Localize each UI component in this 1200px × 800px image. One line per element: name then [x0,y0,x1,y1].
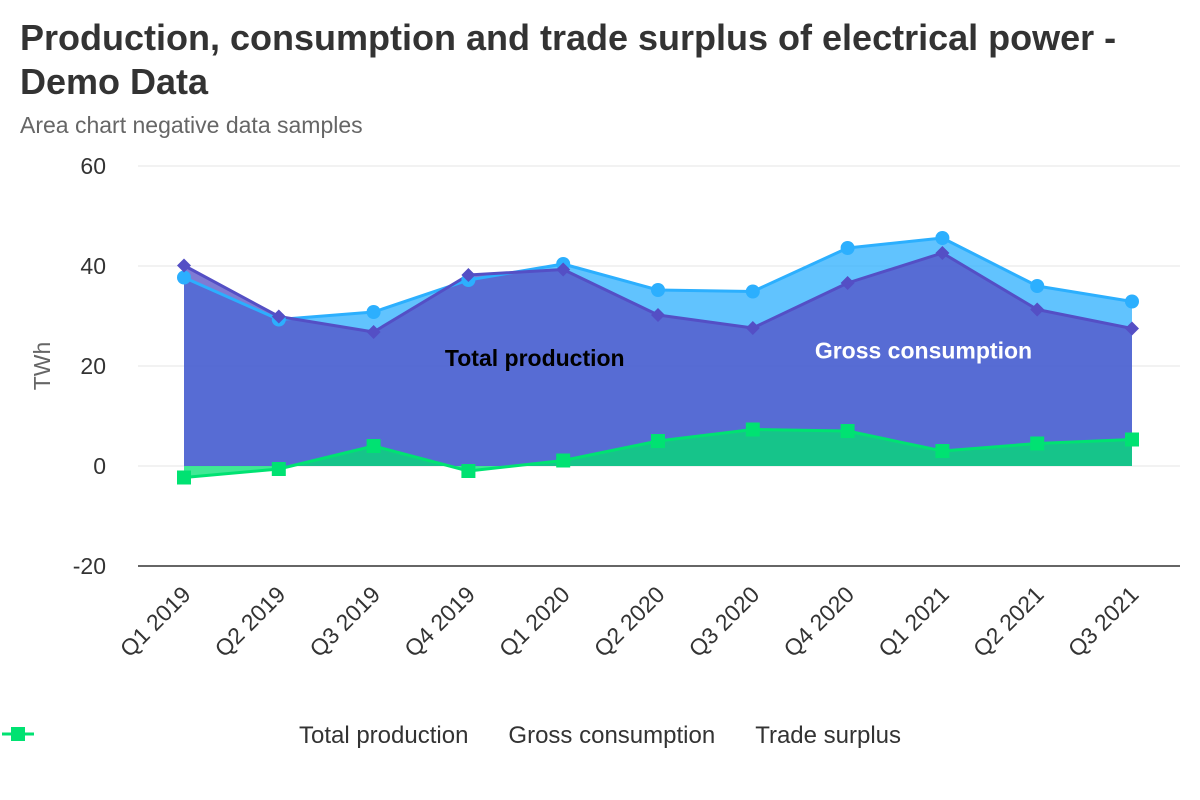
legend-swatch-2 [2,727,34,741]
data-point-2-10[interactable] [1125,432,1139,447]
data-point-0-6[interactable] [745,284,760,299]
data-point-0-5[interactable] [651,283,665,297]
data-point-1-4[interactable] [556,262,571,277]
data-point-0-0[interactable] [177,270,191,285]
data-point-1-7[interactable] [840,276,855,290]
annotation-layer: Total production Gross consumption [445,338,1032,372]
data-point-1-6[interactable] [745,321,760,335]
data-point-2-0[interactable] [177,470,191,485]
data-point-0-7[interactable] [840,241,855,255]
data-point-2-3[interactable] [461,464,476,478]
chart-title: Production, consumption and trade surplu… [20,17,1117,102]
x-tick-label: Q4 2019 [399,581,480,662]
data-point-2-8[interactable] [935,444,950,458]
x-tick-label: Q1 2020 [494,581,575,662]
legend-label: Trade surplus [755,722,902,749]
data-point-1-10[interactable] [1125,321,1139,336]
data-point-1-0[interactable] [177,258,191,273]
y-axis-title: TWh [29,342,55,391]
marker-layer [177,231,1139,485]
data-point-1-3[interactable] [461,268,476,282]
data-point-1-1[interactable] [271,309,286,324]
x-tick-label: Q4 2020 [778,581,859,662]
data-point-2-1[interactable] [271,462,286,476]
data-point-0-9[interactable] [1030,279,1045,293]
y-tick-label: 40 [80,253,106,279]
legend-label: Total production [298,722,469,749]
annotation-1: Gross consumption [815,338,1032,364]
data-point-2-7[interactable] [840,424,855,438]
legend-item-2[interactable]: Trade surplus [2,722,902,750]
legend-marker-2 [11,727,25,741]
legend: Total production Gross consumption Trade s… [0,722,1200,750]
x-tick-label: Q1 2021 [873,581,954,662]
x-tick-label: Q3 2020 [684,581,765,662]
data-point-2-2[interactable] [366,439,381,453]
legend-label: Gross consumption [508,722,716,749]
data-point-0-10[interactable] [1125,294,1139,309]
y-tick-label: -20 [73,553,106,579]
x-tick-label: Q3 2019 [304,581,385,662]
y-tick-label: 20 [80,353,106,379]
data-point-1-2[interactable] [366,325,381,339]
data-point-2-4[interactable] [556,453,571,468]
legend-item-1[interactable]: Gross consumption [2,722,716,750]
x-tick-label: Q1 2019 [115,581,196,662]
data-point-2-6[interactable] [745,422,760,437]
x-tick-label: Q2 2019 [210,581,291,662]
y-tick-label: 0 [93,453,106,479]
area-1 [184,253,1132,466]
annotation-0: Total production [445,345,625,371]
x-tick-label: Q2 2020 [589,581,670,662]
data-point-1-5[interactable] [651,308,665,322]
x-tick-label: Q2 2021 [968,581,1049,662]
data-point-2-9[interactable] [1030,436,1045,451]
data-point-0-2[interactable] [366,305,381,319]
data-point-2-5[interactable] [651,434,665,448]
legend-item-0[interactable]: Total production [2,722,469,750]
data-point-0-8[interactable] [935,231,950,245]
data-point-1-8[interactable] [935,246,950,260]
y-tick-label: 60 [80,153,106,179]
data-point-1-9[interactable] [1030,302,1045,317]
chart-subtitle: Area chart negative data samples [20,112,363,138]
x-tick-label: Q3 2021 [1063,581,1144,662]
